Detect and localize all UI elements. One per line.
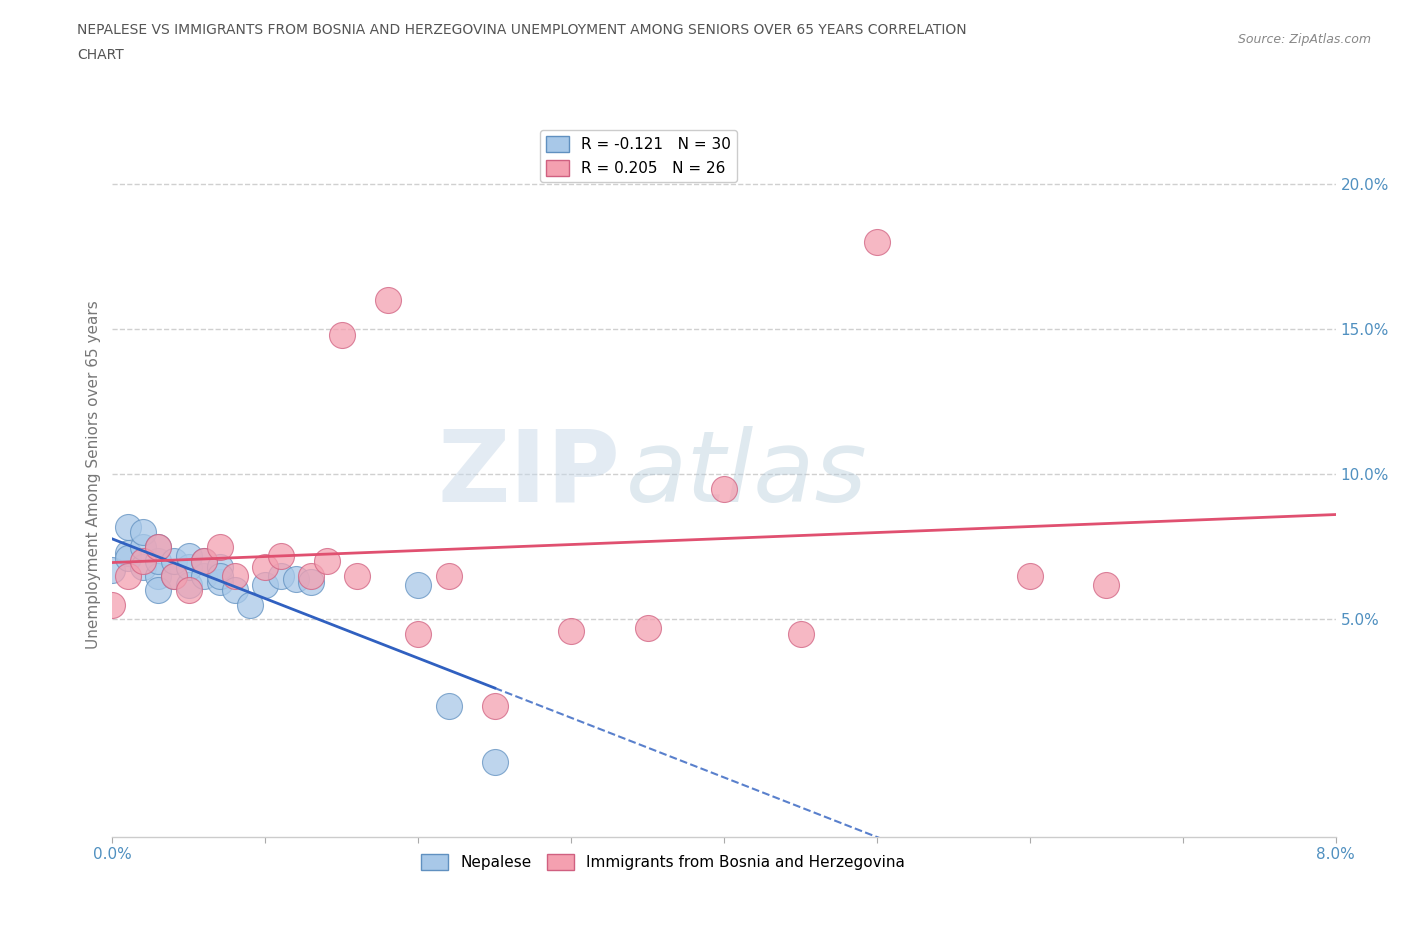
Point bbox=[254, 560, 277, 575]
Point bbox=[208, 539, 231, 554]
Text: NEPALESE VS IMMIGRANTS FROM BOSNIA AND HERZEGOVINA UNEMPLOYMENT AMONG SENIORS OV: NEPALESE VS IMMIGRANTS FROM BOSNIA AND H… bbox=[77, 23, 967, 37]
Point bbox=[713, 482, 735, 497]
Point bbox=[560, 623, 582, 638]
Text: CHART: CHART bbox=[77, 48, 124, 62]
Point bbox=[132, 525, 155, 539]
Point bbox=[346, 568, 368, 583]
Point bbox=[224, 583, 246, 598]
Point bbox=[637, 620, 659, 635]
Point bbox=[284, 571, 308, 586]
Point bbox=[1018, 568, 1040, 583]
Point bbox=[117, 519, 139, 534]
Point bbox=[239, 597, 262, 612]
Text: Source: ZipAtlas.com: Source: ZipAtlas.com bbox=[1237, 33, 1371, 46]
Point bbox=[117, 545, 139, 560]
Point bbox=[193, 554, 215, 569]
Point bbox=[101, 563, 124, 578]
Point bbox=[148, 554, 170, 569]
Point bbox=[408, 578, 430, 592]
Point bbox=[866, 234, 889, 249]
Point bbox=[132, 560, 155, 575]
Point bbox=[408, 627, 430, 642]
Point bbox=[208, 560, 231, 575]
Point bbox=[101, 597, 124, 612]
Point bbox=[148, 539, 170, 554]
Text: atlas: atlas bbox=[626, 426, 868, 523]
Text: ZIP: ZIP bbox=[437, 426, 620, 523]
Point bbox=[117, 568, 139, 583]
Point bbox=[377, 293, 399, 308]
Point bbox=[163, 568, 186, 583]
Point bbox=[163, 554, 186, 569]
Point bbox=[193, 554, 215, 569]
Point bbox=[484, 699, 506, 714]
Point bbox=[148, 568, 170, 583]
Point bbox=[193, 568, 215, 583]
Point bbox=[224, 568, 246, 583]
Point bbox=[484, 754, 506, 769]
Point bbox=[208, 568, 231, 583]
Point bbox=[177, 560, 200, 575]
Point bbox=[437, 568, 460, 583]
Y-axis label: Unemployment Among Seniors over 65 years: Unemployment Among Seniors over 65 years bbox=[86, 300, 101, 649]
Point bbox=[163, 568, 186, 583]
Point bbox=[789, 627, 811, 642]
Point bbox=[148, 583, 170, 598]
Point bbox=[437, 699, 460, 714]
Point bbox=[132, 554, 155, 569]
Point bbox=[299, 574, 322, 589]
Point bbox=[177, 548, 200, 563]
Point bbox=[330, 327, 353, 342]
Point bbox=[132, 539, 155, 554]
Point bbox=[270, 548, 292, 563]
Point bbox=[270, 568, 292, 583]
Point bbox=[254, 578, 277, 592]
Legend: Nepalese, Immigrants from Bosnia and Herzegovina: Nepalese, Immigrants from Bosnia and Her… bbox=[415, 848, 911, 876]
Point bbox=[315, 554, 337, 569]
Point bbox=[177, 578, 200, 592]
Point bbox=[177, 583, 200, 598]
Point bbox=[299, 568, 322, 583]
Point bbox=[148, 539, 170, 554]
Point bbox=[1095, 578, 1118, 592]
Point bbox=[208, 574, 231, 589]
Point bbox=[117, 551, 139, 565]
